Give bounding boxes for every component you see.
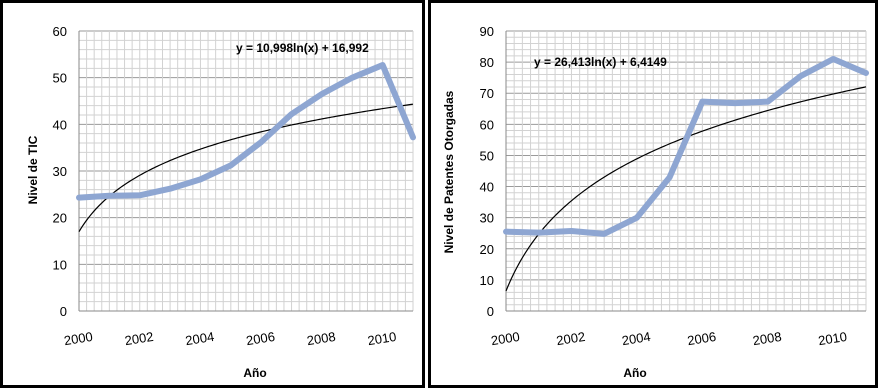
y-tick-labels: 0 10 20 30 40 50 60 70 80 90 bbox=[480, 24, 494, 319]
y-tick-label: 60 bbox=[480, 117, 494, 132]
trendline-layer bbox=[78, 103, 414, 233]
x-tick-label: 2008 bbox=[752, 329, 783, 348]
x-tick-label: 2004 bbox=[621, 329, 652, 348]
y-tick-label: 50 bbox=[480, 148, 494, 163]
y-tick-label: 30 bbox=[53, 164, 67, 179]
y-axis-title: Nivel de Patentes Otorgadas bbox=[442, 90, 456, 253]
y-tick-label: 30 bbox=[480, 211, 494, 226]
y-tick-labels: 0 10 20 30 40 50 60 bbox=[53, 24, 67, 319]
x-tick-label: 2006 bbox=[686, 329, 717, 348]
x-tick-label: 2002 bbox=[124, 329, 155, 348]
data-series-line bbox=[76, 62, 416, 201]
x-tick-labels: 2000 2002 2004 2006 2008 2010 bbox=[490, 329, 848, 348]
chart-nivel-tic: 0 10 20 30 40 50 60 2000 2002 2004 2006 2008 2010 N… bbox=[0, 0, 425, 388]
x-tick-label: 2006 bbox=[245, 329, 276, 348]
x-tick-label: 2000 bbox=[63, 329, 94, 348]
x-tick-label: 2004 bbox=[184, 329, 215, 348]
y-tick-label: 0 bbox=[60, 304, 67, 319]
y-tick-label: 70 bbox=[480, 86, 494, 101]
x-tick-label: 2008 bbox=[306, 329, 337, 348]
y-tick-label: 90 bbox=[480, 24, 494, 39]
chart-nivel-patentes: 0 10 20 30 40 50 60 70 80 90 2000 2002 2004 2006 2008… bbox=[428, 0, 878, 388]
y-tick-label: 20 bbox=[53, 211, 67, 226]
y-tick-label: 50 bbox=[53, 71, 67, 86]
trendline-equation: y = 26,413ln(x) + 6,4149 bbox=[534, 55, 667, 69]
y-axis-title: Nivel de TIC bbox=[26, 135, 40, 204]
y-tick-label: 40 bbox=[480, 180, 494, 195]
x-tick-label: 2010 bbox=[366, 329, 397, 348]
y-tick-label: 40 bbox=[53, 117, 67, 132]
log-trendline bbox=[78, 103, 414, 233]
y-tick-label: 80 bbox=[480, 55, 494, 70]
series-layer bbox=[76, 62, 416, 201]
plot-grid bbox=[78, 30, 414, 312]
y-tick-label: 60 bbox=[53, 24, 67, 39]
x-tick-label: 2010 bbox=[817, 329, 848, 348]
y-tick-label: 0 bbox=[487, 304, 494, 319]
trendline-equation: y = 10,998ln(x) + 16,992 bbox=[236, 41, 369, 55]
x-tick-labels: 2000 2002 2004 2006 2008 2010 bbox=[63, 329, 398, 348]
x-tick-label: 2000 bbox=[490, 329, 521, 348]
x-axis-title: Año bbox=[243, 366, 266, 380]
x-tick-label: 2002 bbox=[555, 329, 586, 348]
series-layer bbox=[503, 56, 869, 237]
y-tick-label: 10 bbox=[53, 257, 67, 272]
data-series-line bbox=[503, 56, 869, 237]
chart-frame bbox=[0, 0, 425, 388]
y-tick-label: 10 bbox=[480, 273, 494, 288]
x-axis-title: Año bbox=[623, 366, 646, 380]
y-tick-label: 20 bbox=[480, 242, 494, 257]
